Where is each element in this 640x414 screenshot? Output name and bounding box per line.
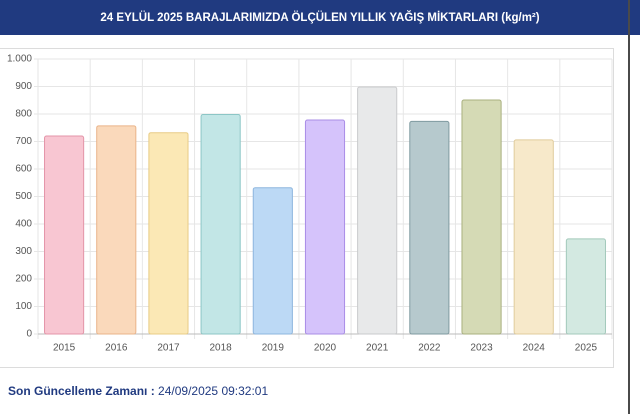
y-tick-label: 700: [15, 136, 32, 147]
x-tick-label: 2025: [575, 343, 598, 354]
x-tick-label: 2020: [314, 343, 337, 354]
y-tick-label: 500: [15, 191, 32, 202]
y-tick-label: 800: [15, 109, 32, 120]
x-tick-label: 2017: [157, 343, 180, 354]
bar: [409, 120, 450, 335]
x-tick-label: 2024: [523, 343, 546, 354]
footer: Son Güncelleme Zamanı : 24/09/2025 09:32…: [8, 384, 268, 398]
x-tick-label: 2022: [418, 343, 441, 354]
chart: 0 100 200 300 400 500 600 700 800 900 1.000 2015 201…: [7, 54, 613, 354]
y-tick-label: 400: [15, 219, 32, 230]
footer-value: 24/09/2025 09:32:01: [158, 384, 269, 398]
bar: [513, 139, 554, 335]
x-tick-label: 2021: [366, 343, 389, 354]
bar: [357, 86, 398, 335]
bar: [565, 238, 606, 335]
bar: [252, 187, 293, 335]
bar: [96, 125, 137, 335]
bar: [44, 135, 85, 335]
y-tick-label: 900: [15, 81, 32, 92]
y-tick-label: 1.000: [7, 54, 32, 65]
y-tick-label: 100: [15, 301, 32, 312]
x-tick-label: 2019: [262, 343, 285, 354]
y-tick-label: 600: [15, 164, 32, 175]
window-edge: [628, 0, 630, 414]
x-tick-label: 2018: [210, 343, 233, 354]
header-title: 24 EYLÜL 2025 BARAJLARIMIZDA ÖLÇÜLEN YIL…: [0, 0, 640, 35]
chart-panel: [0, 48, 614, 368]
x-tick-label: 2016: [105, 343, 128, 354]
y-tick-label: 200: [15, 274, 32, 285]
x-tick-label: 2023: [470, 343, 493, 354]
y-tick-label: 0: [26, 329, 32, 340]
bar: [461, 99, 502, 335]
bar: [148, 132, 189, 335]
bar: [200, 114, 241, 335]
bar: [304, 119, 346, 335]
footer-label: Son Güncelleme Zamanı :: [8, 384, 155, 398]
x-tick-label: 2015: [53, 343, 76, 354]
y-tick-label: 300: [15, 246, 32, 257]
